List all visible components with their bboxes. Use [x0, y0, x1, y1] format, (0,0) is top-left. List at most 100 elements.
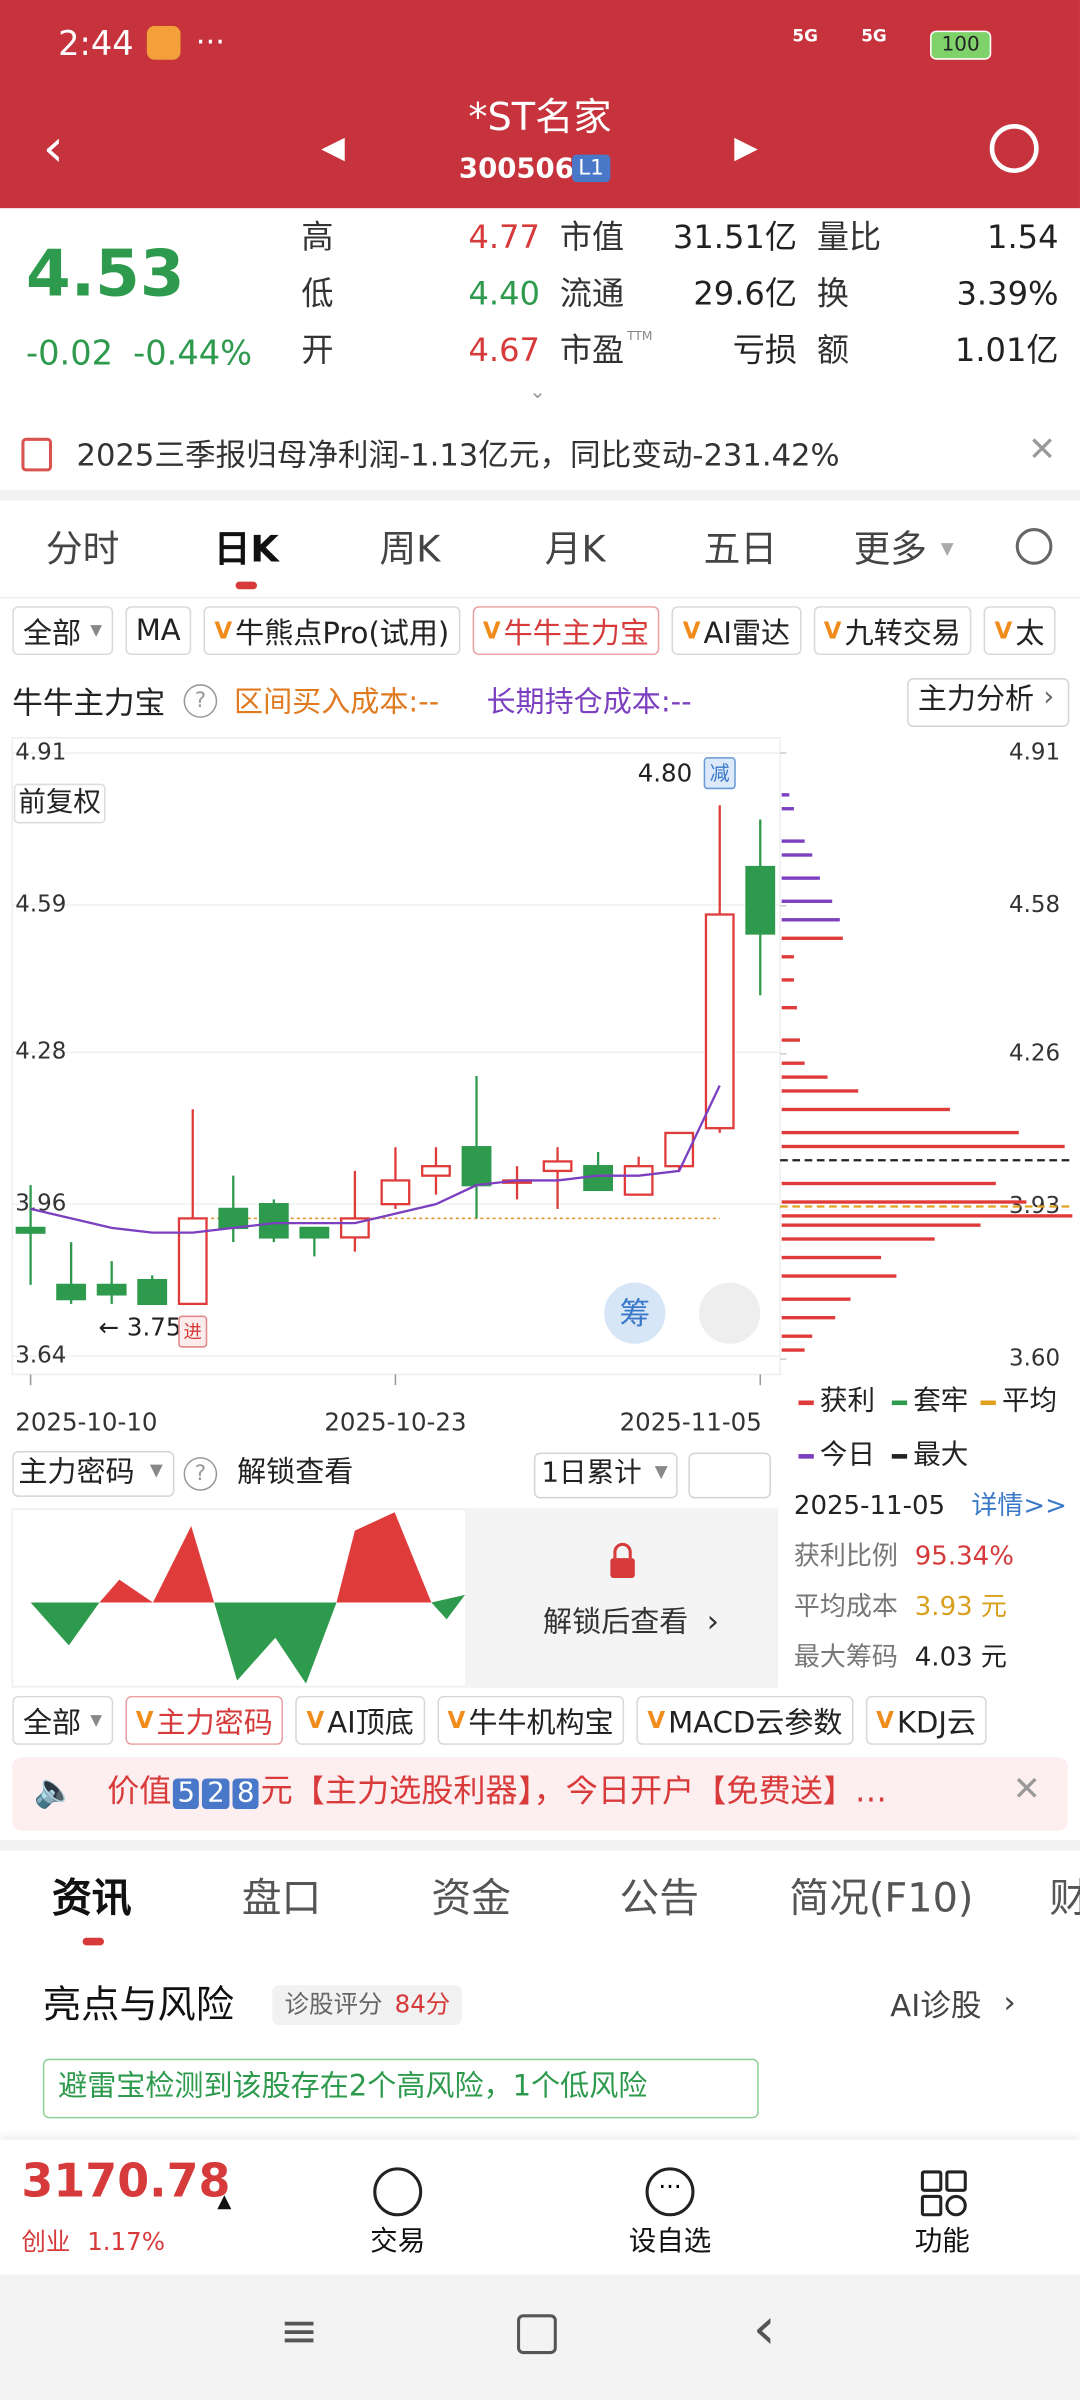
tab-chip[interactable]: V 牛牛主力宝: [472, 606, 660, 656]
period-select[interactable]: [533, 1452, 678, 1499]
chip-bar: [781, 1130, 1019, 1135]
trade-icon[interactable]: [373, 2167, 423, 2217]
analysis-button[interactable]: [907, 678, 1070, 728]
vip-icon: V: [447, 1706, 466, 1735]
close-ad[interactable]: ✕: [1012, 1770, 1041, 1810]
nav-bar: [0, 2274, 1080, 2400]
close-notice[interactable]: ✕: [1027, 431, 1057, 470]
settings[interactable]: [1015, 528, 1053, 565]
period-tab[interactable]: 周K: [379, 528, 441, 571]
chip-bar: [781, 1144, 1065, 1149]
tab-chip[interactable]: MA: [125, 606, 192, 656]
chart-type-button[interactable]: [688, 1452, 771, 1499]
help[interactable]: ?: [183, 1457, 218, 1491]
rotate-button[interactable]: [699, 1282, 761, 1344]
chip-bar: [781, 807, 794, 811]
tab-chip[interactable]: V 牛牛机构宝: [436, 1695, 625, 1745]
news-tab[interactable]: 资金: [431, 1876, 511, 1923]
status-time: 2:44: [58, 26, 134, 65]
tab-chip[interactable]: 全部 ▼: [12, 1695, 113, 1745]
sub-name[interactable]: 主力密码: [18, 1455, 135, 1490]
news-tab[interactable]: 简况(F10): [789, 1876, 974, 1923]
chip-bar: [781, 936, 843, 940]
period-tab[interactable]: 更多: [853, 528, 927, 571]
ai-diagnose[interactable]: AI诊股: [890, 1986, 982, 2024]
period-tab[interactable]: 五日: [703, 528, 778, 571]
news-tab[interactable]: 公告: [619, 1876, 700, 1923]
nav-home[interactable]: [517, 2314, 557, 2355]
watch-icon[interactable]: ···: [645, 2167, 695, 2217]
field-value: 31.51亿: [672, 218, 797, 256]
warning-box[interactable]: [42, 2058, 759, 2119]
price-change: -0.02: [26, 335, 114, 374]
tab-chip[interactable]: V AI雷达: [672, 606, 801, 656]
analysis-label[interactable]: 主力分析: [917, 682, 1035, 717]
warning-text[interactable]: 避雷宝检测到该股存在2个高风险，1个低风险: [58, 2069, 648, 2104]
ad-digit: 5: [172, 1778, 200, 1810]
tab-chip[interactable]: V AI顶底: [295, 1695, 425, 1745]
index-value[interactable]: 3170.78: [21, 2155, 231, 2209]
vip-icon: V: [823, 616, 842, 645]
candle-body: [704, 913, 735, 1130]
news-tab[interactable]: 盘口: [241, 1876, 322, 1923]
bottom-button-label[interactable]: 功能: [914, 2225, 970, 2258]
tab-chip[interactable]: V 主力密码: [125, 1695, 284, 1745]
candle-body: [137, 1278, 168, 1306]
tab-chip[interactable]: V 牛熊点Pro(试用): [203, 606, 460, 656]
field-sup: TTM: [627, 329, 653, 343]
candle-body: [15, 1226, 46, 1234]
candle-body: [583, 1165, 614, 1192]
news-tab[interactable]: 财: [1049, 1880, 1080, 1920]
news-tab[interactable]: 资讯: [52, 1876, 132, 1923]
prev-stock[interactable]: ◀: [321, 128, 345, 166]
period-tab[interactable]: 月K: [544, 528, 606, 571]
field-label: 量比: [816, 218, 882, 256]
chip-bar: [781, 839, 805, 843]
bottom-button-label[interactable]: 交易: [370, 2225, 426, 2258]
field-value: 1.54: [987, 218, 1059, 256]
adjust-label[interactable]: 前复权: [13, 783, 106, 824]
next-stock[interactable]: ▶: [734, 128, 758, 166]
notice-text[interactable]: 2025三季报归母净利润-1.13亿元，同比变动-231.42%: [76, 436, 840, 473]
unlock-link[interactable]: 解锁查看: [237, 1455, 354, 1490]
summary-date: 2025-11-05: [793, 1490, 946, 1522]
chip-bar: [781, 1255, 882, 1260]
nav-menu[interactable]: ≡: [279, 2305, 319, 2359]
tab-label: AI雷达: [703, 616, 791, 650]
period-tab[interactable]: 日K: [213, 528, 279, 571]
back-button[interactable]: ‹: [42, 117, 64, 180]
nav-back[interactable]: ‹: [752, 2294, 776, 2362]
chip-bar: [781, 1348, 805, 1352]
expand[interactable]: ⌄: [529, 381, 546, 405]
frame: [11, 1508, 778, 1688]
ma-line: [30, 1084, 721, 1234]
lock-icon: [613, 1542, 632, 1559]
detail-link[interactable]: 详情>>: [971, 1490, 1067, 1522]
unlock-view[interactable]: 解锁后查看: [543, 1605, 689, 1640]
sub-select[interactable]: [12, 1451, 175, 1497]
tab-chip[interactable]: V MACD云参数: [636, 1695, 854, 1745]
summary-label: 获利比例: [793, 1541, 898, 1572]
help[interactable]: ?: [183, 684, 218, 718]
vip-icon: V: [682, 616, 701, 645]
up-arrow: ▲: [217, 2190, 232, 2212]
legend-label: 最大: [913, 1438, 969, 1471]
function-icon[interactable]: [920, 2170, 967, 2217]
ad-text[interactable]: 价值 5 2 8 元【主力选股利器】，今日开户【免费送】…: [107, 1775, 888, 1810]
tab-label: 全部: [22, 1705, 82, 1740]
tab-chip[interactable]: V 九转交易: [813, 606, 972, 656]
chip-button[interactable]: 筹: [604, 1282, 666, 1344]
period-tab[interactable]: 分时: [45, 528, 120, 571]
tab-chip[interactable]: V KDJ云: [865, 1695, 987, 1745]
search-button[interactable]: [989, 123, 1039, 173]
bottom-button-label[interactable]: 设自选: [628, 2225, 712, 2258]
tab-chip[interactable]: 全部 ▼: [12, 606, 113, 656]
chip-bar: [781, 1297, 851, 1301]
tab-label: 牛牛机构宝: [468, 1705, 614, 1740]
period-label[interactable]: 1日累计: [541, 1457, 642, 1490]
high-label: 4.80: [638, 759, 692, 788]
summary-value: 95.34%: [914, 1541, 1014, 1572]
ad-suffix: 元【主力选股利器】，今日开户【免费送】…: [260, 1775, 888, 1810]
chip-bar: [781, 1223, 981, 1227]
